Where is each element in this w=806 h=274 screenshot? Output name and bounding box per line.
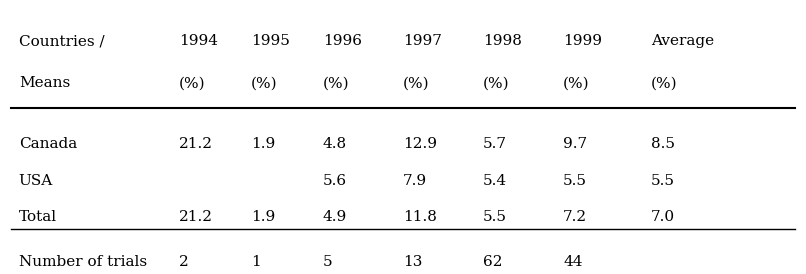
Text: (%): (%) [403,76,430,90]
Text: (%): (%) [483,76,509,90]
Text: Means: Means [19,76,70,90]
Text: (%): (%) [651,76,678,90]
Text: 5.7: 5.7 [483,137,507,151]
Text: (%): (%) [251,76,277,90]
Text: Number of trials: Number of trials [19,255,147,269]
Text: 44: 44 [563,255,583,269]
Text: 62: 62 [483,255,503,269]
Text: USA: USA [19,174,53,188]
Text: 1997: 1997 [403,34,442,48]
Text: 5: 5 [323,255,333,269]
Text: 2: 2 [179,255,189,269]
Text: 1998: 1998 [483,34,522,48]
Text: (%): (%) [179,76,206,90]
Text: 12.9: 12.9 [403,137,437,151]
Text: 21.2: 21.2 [179,210,213,224]
Text: 5.5: 5.5 [651,174,675,188]
Text: Canada: Canada [19,137,77,151]
Text: 5.4: 5.4 [483,174,507,188]
Text: (%): (%) [323,76,350,90]
Text: (%): (%) [563,76,590,90]
Text: 13: 13 [403,255,422,269]
Text: 1995: 1995 [251,34,290,48]
Text: 9.7: 9.7 [563,137,588,151]
Text: 7.0: 7.0 [651,210,675,224]
Text: 4.8: 4.8 [323,137,347,151]
Text: 5.6: 5.6 [323,174,347,188]
Text: 1996: 1996 [323,34,362,48]
Text: 7.2: 7.2 [563,210,588,224]
Text: 21.2: 21.2 [179,137,213,151]
Text: 1.9: 1.9 [251,137,275,151]
Text: 5.5: 5.5 [483,210,507,224]
Text: 7.9: 7.9 [403,174,427,188]
Text: 1: 1 [251,255,260,269]
Text: 11.8: 11.8 [403,210,437,224]
Text: 5.5: 5.5 [563,174,587,188]
Text: 1999: 1999 [563,34,602,48]
Text: Countries /: Countries / [19,34,105,48]
Text: 4.9: 4.9 [323,210,347,224]
Text: 1.9: 1.9 [251,210,275,224]
Text: Average: Average [651,34,714,48]
Text: Total: Total [19,210,57,224]
Text: 8.5: 8.5 [651,137,675,151]
Text: 1994: 1994 [179,34,218,48]
